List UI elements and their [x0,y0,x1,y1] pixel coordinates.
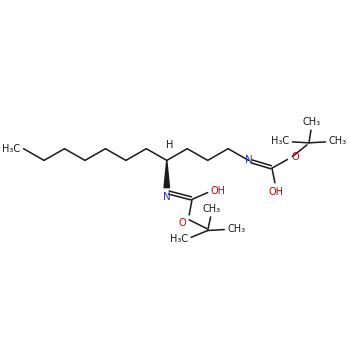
Text: H₃C: H₃C [1,144,20,154]
Text: CH₃: CH₃ [227,224,245,233]
Text: H₃C: H₃C [271,136,289,146]
Text: O: O [292,153,299,162]
Text: O: O [178,218,186,228]
Text: CH₃: CH₃ [203,204,220,214]
Text: H: H [166,140,173,150]
Text: H₃C: H₃C [170,234,188,244]
Text: N: N [163,191,171,202]
Text: OH: OH [268,187,284,197]
Text: CH₃: CH₃ [303,117,321,127]
Text: N: N [245,155,252,166]
Text: CH₃: CH₃ [328,136,346,146]
Polygon shape [164,160,169,188]
Text: OH: OH [211,186,226,196]
